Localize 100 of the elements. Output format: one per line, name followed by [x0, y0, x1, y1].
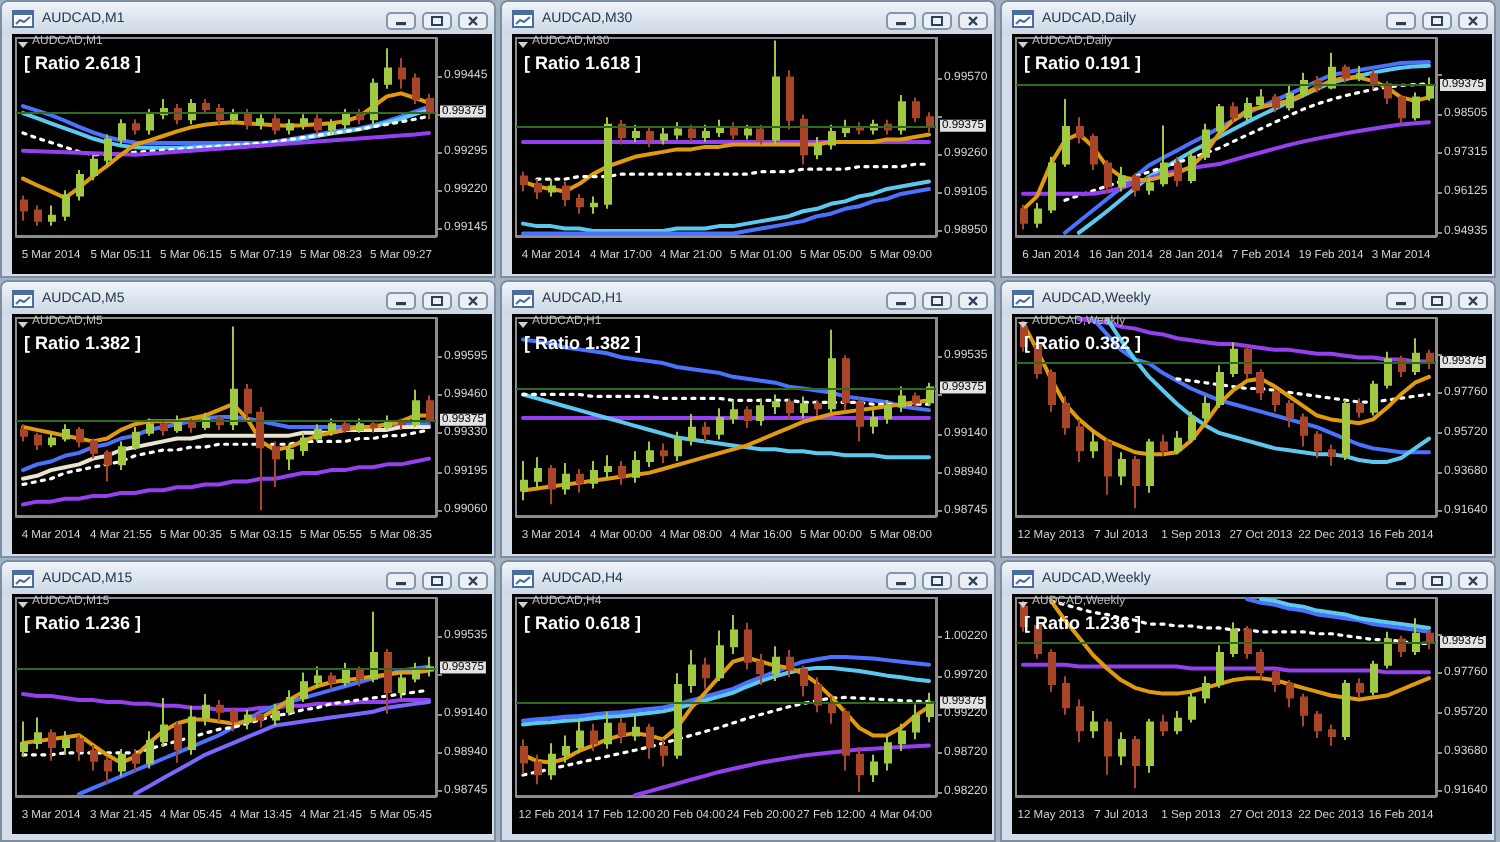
candlestick — [412, 72, 420, 105]
candlestick — [1272, 93, 1280, 114]
candlestick — [1230, 621, 1238, 658]
candlestick — [146, 417, 154, 437]
candlestick — [1272, 387, 1280, 413]
candlestick — [1370, 659, 1378, 697]
line-series — [1245, 596, 1431, 634]
candlestick — [744, 405, 752, 429]
candlestick — [842, 707, 850, 772]
candlestick — [342, 420, 350, 434]
candlestick — [618, 460, 626, 486]
candlestick — [828, 328, 836, 414]
candlestick — [216, 698, 224, 723]
candlestick — [660, 126, 668, 146]
candlestick — [132, 747, 140, 774]
candlestick — [174, 414, 182, 434]
candlestick — [1104, 437, 1112, 496]
candlestick — [426, 92, 434, 121]
candlestick — [702, 656, 710, 690]
candlestick — [520, 738, 528, 776]
candlestick — [548, 178, 556, 198]
candlestick — [548, 742, 556, 781]
annotation: [ Ratio 0.618 ] — [524, 613, 642, 633]
candlestick — [632, 123, 640, 143]
candlestick — [202, 97, 210, 116]
candlestick — [912, 703, 920, 741]
candlestick — [646, 722, 654, 760]
candlestick — [800, 395, 808, 419]
candlestick — [1342, 399, 1350, 461]
candlestick — [520, 460, 528, 502]
candlestick — [1356, 65, 1364, 82]
candlestick — [1356, 397, 1364, 419]
candlestick — [1202, 395, 1210, 425]
candlestick — [1048, 368, 1056, 413]
candlestick — [1048, 155, 1056, 214]
candlestick — [856, 746, 864, 794]
candlestick — [1146, 717, 1154, 774]
candlestick — [702, 123, 710, 143]
candlestick — [1090, 430, 1098, 460]
candlestick — [884, 734, 892, 772]
annotation: [ Ratio 1.618 ] — [524, 53, 642, 73]
candlestick — [688, 649, 696, 694]
candlestick — [1426, 628, 1434, 651]
candlestick — [356, 665, 364, 688]
candlestick — [230, 706, 238, 733]
candlestick — [632, 715, 640, 742]
candlestick — [118, 440, 126, 472]
candlestick — [1174, 710, 1182, 736]
candlestick — [230, 325, 238, 431]
candlestick — [132, 426, 140, 451]
candlestick — [1370, 379, 1378, 417]
candlestick — [800, 113, 808, 166]
candlestick — [590, 722, 598, 752]
candlestick — [118, 747, 126, 778]
annotation: [ Ratio 2.618 ] — [24, 53, 142, 73]
candlestick — [730, 614, 738, 655]
candlestick — [412, 661, 420, 684]
candlestick — [300, 113, 308, 131]
candlestick — [272, 440, 280, 489]
candlestick — [1118, 451, 1126, 487]
candlestick — [48, 728, 56, 762]
candlestick — [1426, 76, 1434, 102]
candlestick — [674, 672, 682, 760]
candlestick — [286, 689, 294, 717]
candlestick — [272, 702, 280, 727]
candlestick — [314, 423, 322, 443]
candlestick — [1076, 698, 1084, 743]
candlestick — [1216, 644, 1224, 689]
candlestick — [1118, 165, 1126, 193]
candlestick — [1188, 149, 1196, 185]
candlestick — [772, 39, 780, 146]
candlestick — [786, 69, 794, 131]
annotation: [ Ratio 1.236 ] — [24, 613, 142, 633]
candlestick — [1314, 710, 1322, 740]
candlestick — [870, 753, 878, 784]
candlestick — [1216, 103, 1224, 135]
candlestick — [1230, 341, 1238, 378]
line-series — [21, 456, 431, 507]
line-series — [133, 699, 431, 797]
candlestick — [1174, 430, 1182, 456]
candlestick — [674, 121, 682, 141]
candlestick — [1020, 203, 1028, 231]
candlestick — [884, 399, 892, 425]
candlestick — [604, 116, 612, 210]
candlestick — [1076, 418, 1084, 463]
candlestick — [814, 136, 822, 161]
candlestick — [1426, 348, 1434, 371]
candlestick — [1356, 677, 1364, 699]
candlestick — [716, 629, 724, 683]
candlestick — [1328, 51, 1336, 91]
candlestick — [20, 194, 28, 222]
line-series — [21, 114, 431, 157]
candlestick — [562, 180, 570, 208]
candlestick — [286, 118, 294, 136]
candlestick — [1062, 675, 1070, 716]
candlestick — [548, 464, 556, 506]
candlestick — [1174, 155, 1182, 188]
candlestick — [744, 123, 752, 141]
candlestick — [90, 153, 98, 182]
candlestick — [272, 113, 280, 136]
